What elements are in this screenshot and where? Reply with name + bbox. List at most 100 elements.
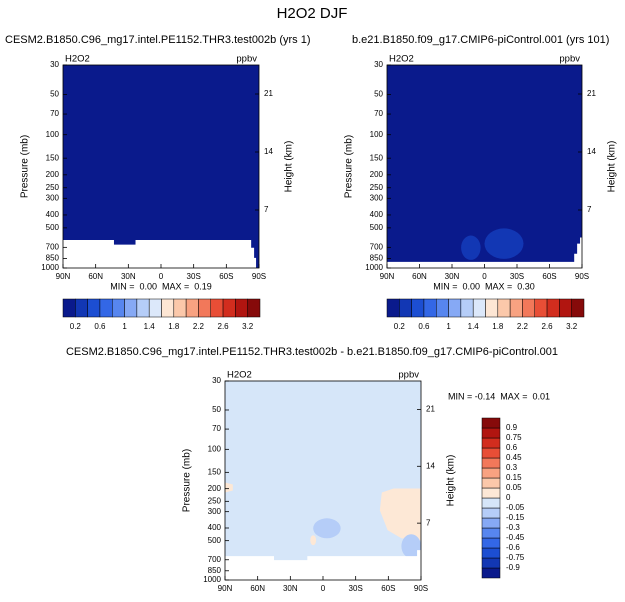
contour-background [387, 65, 582, 268]
below-surface [225, 550, 421, 580]
y2-tick-label: 14 [264, 147, 273, 156]
colorbar-label: 0.05 [506, 483, 522, 492]
colorbar-label: 0.6 [94, 322, 106, 331]
annotation: MIN = 0.00 MAX = 0.19 [110, 281, 212, 291]
y2-tick-label: 7 [264, 205, 269, 214]
y-tick-label: 1000 [203, 575, 221, 584]
colorbar-box [136, 298, 150, 318]
colorbar-label: 0.2 [70, 322, 82, 331]
panel: CESM2.B1850.C96_mg17.intel.PE1152.THR3.t… [66, 346, 558, 593]
y-tick-label: 500 [46, 223, 60, 232]
y-tick-label: 850 [370, 254, 384, 263]
y-tick-label: 400 [208, 523, 222, 532]
y-tick-label: 50 [50, 90, 59, 99]
colorbar-label: -0.6 [506, 543, 520, 552]
colorbar-box [399, 298, 412, 318]
left-label: H2O2 [227, 370, 252, 381]
colorbar-box [222, 298, 236, 318]
colorbar-label: -0.15 [506, 513, 525, 522]
y-tick-label: 30 [374, 60, 383, 69]
x-tick-label: 90S [252, 272, 266, 281]
colorbar-box [411, 298, 425, 318]
colorbar-label: 1.8 [492, 322, 504, 331]
colorbar-box [124, 298, 138, 318]
left-label: H2O2 [65, 54, 90, 65]
y2-axis-label: Height (km) [284, 141, 295, 193]
contour-region [310, 535, 317, 546]
y-tick-label: 150 [208, 467, 222, 476]
colorbar-label: -0.9 [506, 563, 520, 572]
y-tick-label: 300 [46, 193, 60, 202]
y-tick-label: 100 [46, 130, 60, 139]
x-tick-label: 60S [542, 272, 556, 281]
right-label: ppbv [398, 370, 419, 381]
colorbar-label: -0.3 [506, 523, 520, 532]
y-tick-label: 400 [46, 210, 60, 219]
colorbar-box [481, 507, 501, 519]
below-surface [63, 239, 257, 268]
y-tick-label: 1000 [365, 263, 383, 272]
x-tick-label: 0 [321, 584, 326, 593]
colorbar-label: 3.2 [242, 322, 254, 331]
colorbar-box [75, 298, 88, 318]
colorbar-box [481, 427, 501, 439]
panel: CESM2.B1850.C96_mg17.intel.PE1152.THR3.t… [5, 34, 311, 331]
colorbar-label: -0.75 [506, 553, 525, 562]
colorbar-box [161, 298, 175, 318]
colorbar-label: 2.2 [517, 322, 529, 331]
colorbar-box [481, 447, 501, 459]
colorbar-box [87, 298, 101, 318]
colorbar-box [481, 567, 501, 579]
contour-region [461, 235, 481, 260]
colorbar-label: 3.2 [566, 322, 578, 331]
y2-tick-label: 21 [264, 89, 273, 98]
y2-tick-label: 7 [587, 205, 592, 214]
y-tick-label: 50 [212, 405, 221, 414]
y-tick-label: 300 [370, 193, 384, 202]
y2-tick-label: 21 [426, 405, 435, 414]
colorbar-box [481, 547, 501, 559]
y-tick-label: 30 [212, 376, 221, 385]
colorbar-label: 0 [506, 493, 511, 502]
y-tick-label: 150 [370, 153, 384, 162]
annotation: MIN = 0.00 MAX = 0.30 [433, 281, 535, 291]
y-tick-label: 70 [50, 109, 59, 118]
colorbar-label: 0.2 [394, 322, 406, 331]
y-tick-label: 250 [208, 496, 222, 505]
colorbar-label: 1 [122, 322, 127, 331]
colorbar-box [198, 298, 211, 318]
colorbar-box [99, 298, 113, 318]
colorbar-label: 1.8 [168, 322, 180, 331]
y-tick-label: 700 [46, 242, 60, 251]
colorbar-box [497, 298, 511, 318]
colorbar-box [112, 298, 125, 318]
y2-tick-label: 14 [426, 461, 435, 470]
colorbar-label: 1.4 [468, 322, 480, 331]
y2-tick-label: 14 [587, 147, 596, 156]
colorbar-box [481, 527, 501, 539]
y-axis-label: Pressure (mb) [182, 449, 193, 512]
colorbar-label: 0.75 [506, 433, 522, 442]
y2-tick-label: 21 [587, 89, 596, 98]
annotation: MIN = -0.14 MAX = 0.01 [448, 391, 550, 401]
x-tick-label: 90N [218, 584, 233, 593]
colorbar-box [481, 437, 501, 449]
y-tick-label: 30 [50, 60, 59, 69]
x-tick-label: 90S [414, 584, 428, 593]
colorbar-box [386, 298, 400, 318]
colorbar-box [509, 298, 523, 318]
y2-tick-label: 7 [426, 518, 431, 527]
y-tick-label: 150 [46, 153, 60, 162]
x-tick-label: 30S [349, 584, 363, 593]
colorbar-box [546, 298, 560, 318]
y-tick-label: 250 [370, 183, 384, 192]
colorbar-box [448, 298, 462, 318]
colorbar-label: 0.45 [506, 453, 522, 462]
x-tick-label: 90S [575, 272, 589, 281]
colorbar-box [436, 298, 449, 318]
colorbar-box [485, 298, 499, 318]
left-label: H2O2 [389, 54, 414, 65]
right-label: ppbv [559, 54, 580, 65]
colorbar-box [210, 298, 224, 318]
colorbar-box [481, 477, 501, 489]
